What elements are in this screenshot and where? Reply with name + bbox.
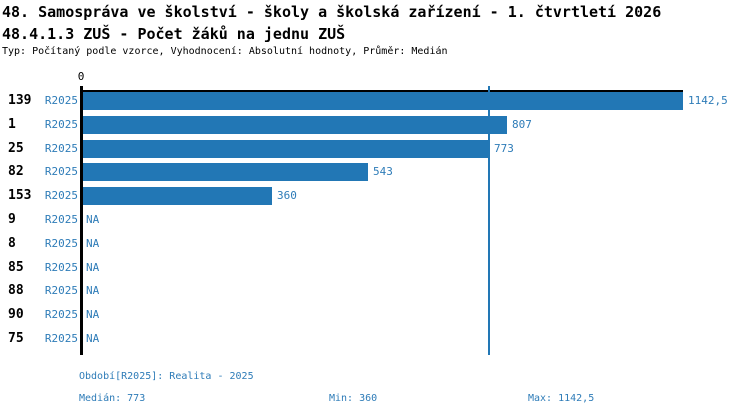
- table-row: 1 R2025 807: [0, 113, 750, 137]
- bar: [83, 140, 489, 158]
- footer-period-label: Období[R2025]: Realita - 2025: [79, 371, 254, 382]
- row-series-label: R2025: [44, 142, 78, 155]
- row-category-label: 25: [8, 141, 24, 156]
- bar-value-label: NA: [86, 308, 100, 321]
- bar-value-label: 1142,5: [688, 94, 728, 107]
- chart-subtitle: Typ: Počítaný podle vzorce, Vyhodnocení:…: [2, 46, 448, 57]
- row-category-label: 88: [8, 283, 24, 298]
- row-category-label: 85: [8, 260, 24, 275]
- row-category-label: 139: [8, 93, 32, 108]
- bar: [83, 187, 272, 205]
- y-axis-line: [80, 86, 83, 355]
- chart-title: 48.4.1.3 ZUŠ - Počet žáků na jednu ZUŠ: [2, 25, 346, 43]
- footer-min-value: Min: 360: [329, 393, 378, 404]
- table-row: 8 R2025 NA: [0, 232, 750, 256]
- table-row: 88 R2025 NA: [0, 279, 750, 303]
- row-category-label: 82: [8, 164, 24, 179]
- bar-value-label: 807: [512, 118, 532, 131]
- report-title: 48. Samospráva ve školství - školy a ško…: [2, 3, 662, 21]
- row-series-label: R2025: [44, 284, 78, 297]
- table-row: 75 R2025 NA: [0, 327, 750, 351]
- row-category-label: 1: [8, 117, 16, 132]
- row-category-label: 8: [8, 236, 16, 251]
- bar: [83, 116, 507, 134]
- table-row: 25 R2025 773: [0, 137, 750, 161]
- bar-value-label: NA: [86, 332, 100, 345]
- axis-zero-tick-label: 0: [77, 70, 85, 83]
- footer-max-value: Max: 1142,5: [528, 393, 595, 404]
- bar-value-label: 543: [373, 165, 393, 178]
- table-row: 85 R2025 NA: [0, 256, 750, 280]
- x-axis-top-line: [80, 90, 683, 92]
- bar-value-label: NA: [86, 261, 100, 274]
- row-series-label: R2025: [44, 189, 78, 202]
- median-reference-line: [488, 86, 490, 355]
- row-series-label: R2025: [44, 237, 78, 250]
- table-row: 153 R2025 360: [0, 184, 750, 208]
- row-series-label: R2025: [44, 308, 78, 321]
- row-series-label: R2025: [44, 118, 78, 131]
- bar: [83, 92, 683, 110]
- table-row: 9 R2025 NA: [0, 208, 750, 232]
- row-series-label: R2025: [44, 213, 78, 226]
- bar-value-label: NA: [86, 213, 100, 226]
- row-series-label: R2025: [44, 261, 78, 274]
- row-category-label: 90: [8, 307, 24, 322]
- bar-value-label: 360: [277, 189, 297, 202]
- row-category-label: 9: [8, 212, 16, 227]
- footer-median-value: Medián: 773: [79, 393, 146, 404]
- bar-value-label: NA: [86, 237, 100, 250]
- row-category-label: 75: [8, 331, 24, 346]
- bar-value-label: NA: [86, 284, 100, 297]
- table-row: 139 R2025 1142,5: [0, 89, 750, 113]
- row-series-label: R2025: [44, 94, 78, 107]
- row-series-label: R2025: [44, 332, 78, 345]
- row-category-label: 153: [8, 188, 32, 203]
- row-series-label: R2025: [44, 165, 78, 178]
- table-row: 90 R2025 NA: [0, 303, 750, 327]
- bar: [83, 163, 368, 181]
- bar-value-label: 773: [494, 142, 514, 155]
- table-row: 82 R2025 543: [0, 160, 750, 184]
